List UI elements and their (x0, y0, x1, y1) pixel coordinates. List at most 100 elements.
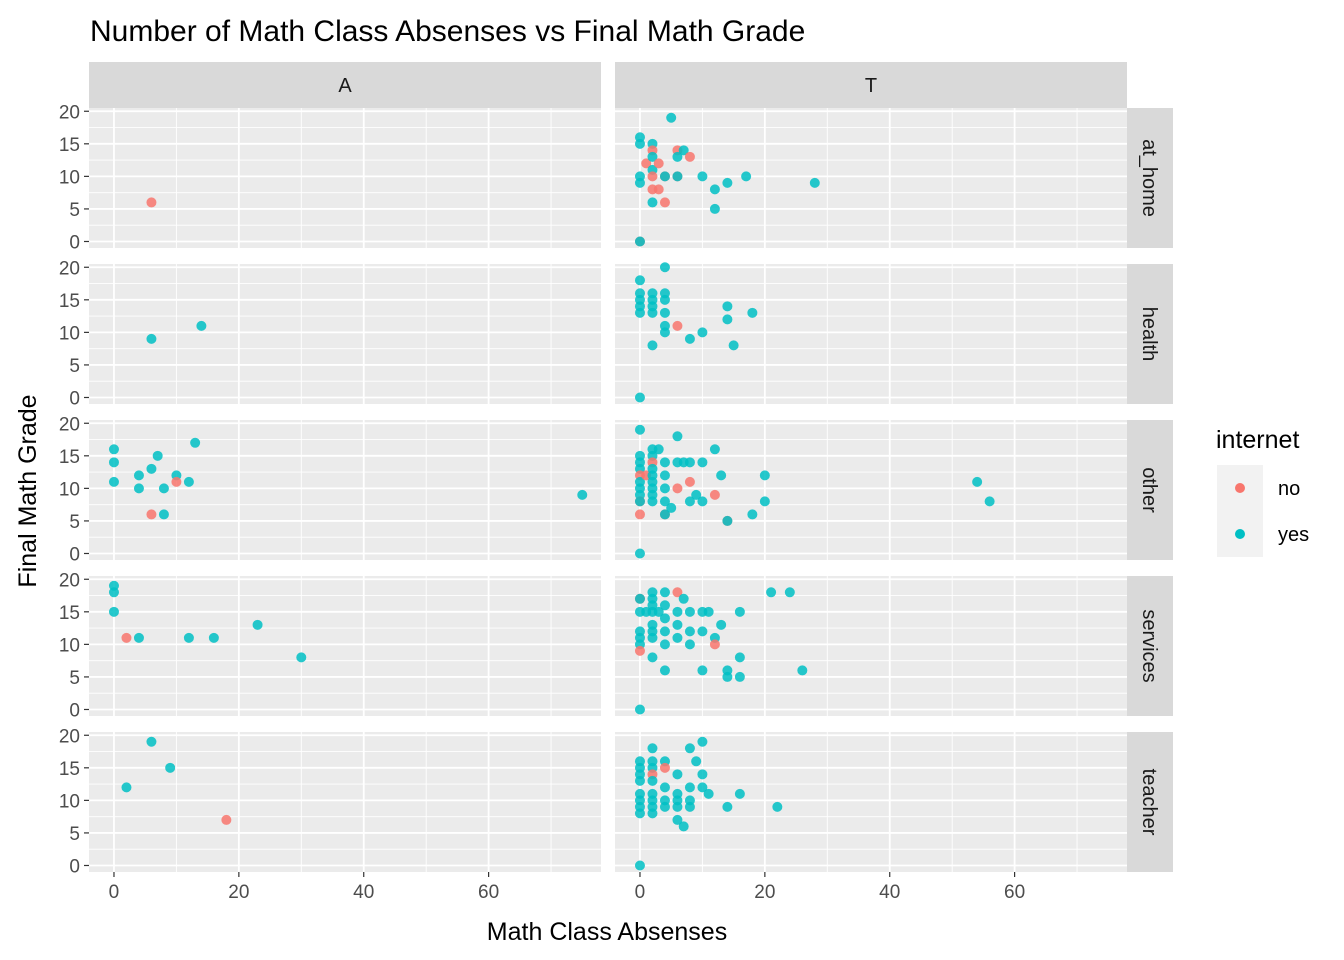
data-point-yes (697, 327, 708, 338)
data-point-yes (165, 762, 176, 773)
strip-col-label: A (338, 75, 352, 97)
data-point-yes (146, 736, 157, 747)
data-point-yes (659, 294, 670, 305)
data-point-yes (634, 392, 645, 403)
data-point-yes (577, 489, 588, 500)
y-tick-label: 0 (69, 700, 80, 721)
data-point-yes (647, 743, 658, 754)
data-point-yes (722, 801, 733, 812)
data-point-no (121, 632, 132, 643)
data-point-yes (678, 593, 689, 604)
data-point-yes (659, 665, 670, 676)
data-point-yes (759, 470, 770, 481)
panel-background (615, 576, 1127, 716)
strip-row-label: other (1138, 467, 1160, 513)
points-other-T (634, 424, 995, 559)
data-point-yes (672, 769, 683, 780)
data-point-yes (647, 632, 658, 643)
data-point-yes (659, 587, 670, 598)
data-point-yes (659, 801, 670, 812)
data-point-yes (722, 671, 733, 682)
panel-background (615, 420, 1127, 560)
data-point-yes (190, 437, 201, 448)
data-point-yes (747, 307, 758, 318)
points-services-A (108, 580, 307, 663)
data-point-yes (678, 821, 689, 832)
panel-background (89, 732, 601, 872)
data-point-yes (158, 509, 169, 520)
data-point-yes (697, 769, 708, 780)
y-tick-label: 20 (59, 258, 80, 279)
y-tick-label: 5 (69, 668, 80, 689)
data-point-yes (684, 496, 695, 507)
data-point-yes (716, 619, 727, 630)
data-point-yes (672, 151, 683, 162)
panel-other-T (615, 420, 1127, 560)
data-point-yes (684, 743, 695, 754)
data-point-yes (772, 801, 783, 812)
panel-services-A (89, 576, 601, 716)
y-tick-label: 20 (59, 414, 80, 435)
x-tick-label: 40 (353, 882, 374, 903)
points-health-A (146, 320, 207, 344)
data-point-no (659, 197, 670, 208)
legend-title: internet (1216, 426, 1299, 454)
x-axis-title: Math Class Absenses (487, 918, 727, 946)
panel-health-T (615, 264, 1127, 404)
axes: 0 5 10 15 20 0 5 10 15 20 0 5 10 15 20 0 5 10 15 20 0 5 10 15 20… (59, 102, 1025, 903)
panel-background (89, 108, 601, 248)
data-point-yes (133, 483, 144, 494)
y-tick-label: 15 (59, 135, 80, 156)
x-tick-label: 0 (109, 882, 120, 903)
data-point-yes (659, 307, 670, 318)
panel-at_home-T (615, 108, 1127, 248)
data-point-yes (659, 639, 670, 650)
strip-row-label: health (1138, 307, 1160, 362)
data-point-no (171, 476, 182, 487)
data-point-no (653, 158, 664, 169)
data-point-yes (703, 606, 714, 617)
chart-title: Number of Math Class Absenses vs Final M… (90, 15, 805, 48)
data-point-yes (734, 671, 745, 682)
y-axis-title: Final Math Grade (14, 394, 42, 587)
x-tick-label: 20 (228, 882, 249, 903)
data-point-no (146, 509, 157, 520)
data-point-yes (634, 236, 645, 247)
points-teacher-T (634, 736, 783, 871)
data-point-yes (984, 496, 995, 507)
data-point-yes (659, 509, 670, 520)
data-point-yes (647, 652, 658, 663)
data-point-yes (634, 775, 645, 786)
strip-row-background (1127, 576, 1173, 716)
panel-background (615, 264, 1127, 404)
strip-col-background (615, 62, 1127, 108)
data-point-no (672, 483, 683, 494)
data-point-no (659, 762, 670, 773)
y-tick-label: 20 (59, 102, 80, 123)
data-point-yes (252, 619, 263, 630)
data-point-yes (659, 782, 670, 793)
data-point-no (709, 489, 720, 500)
data-point-yes (133, 632, 144, 643)
legend-item-yes: yes (1217, 511, 1309, 557)
data-point-yes (634, 138, 645, 149)
data-point-yes (684, 606, 695, 617)
data-point-yes (647, 808, 658, 819)
data-point-yes (666, 502, 677, 513)
data-point-no (709, 639, 720, 650)
y-tick-label: 5 (69, 824, 80, 845)
y-tick-label: 10 (59, 791, 80, 812)
strip-row-background (1127, 264, 1173, 404)
data-point-yes (634, 593, 645, 604)
y-tick-label: 10 (59, 635, 80, 656)
data-point-no (634, 645, 645, 656)
data-point-yes (659, 171, 670, 182)
y-tick-label: 0 (69, 856, 80, 877)
data-point-yes (747, 509, 758, 520)
panel-other-A (89, 420, 601, 560)
data-point-yes (108, 606, 119, 617)
data-point-yes (728, 340, 739, 351)
data-point-yes (691, 489, 702, 500)
